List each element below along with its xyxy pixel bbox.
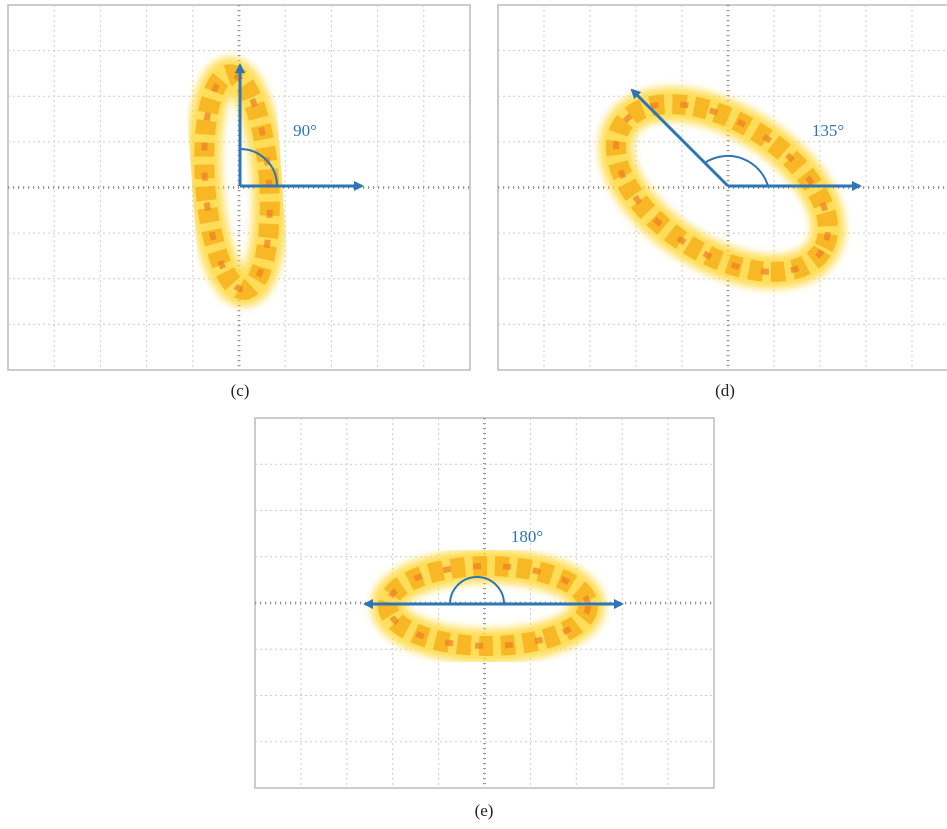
angle-arc	[705, 155, 769, 187]
panel-caption: (e)	[475, 801, 494, 820]
panels: 90° (c) 135° (d) 180° (e)	[7, 4, 947, 820]
trace-hot	[385, 563, 591, 649]
arrow	[630, 88, 730, 188]
panel: 90° (c)	[7, 4, 471, 400]
trace-hot	[201, 71, 273, 293]
angle-label: 90°	[293, 121, 317, 140]
angle-arc	[449, 576, 505, 605]
angle-label: 180°	[511, 527, 543, 546]
panel-caption: (c)	[231, 381, 250, 400]
panel: 180° (e)	[254, 417, 715, 820]
panel-caption: (d)	[715, 381, 735, 400]
angle-arc	[239, 148, 278, 187]
panel: 135° (d)	[497, 4, 947, 400]
angle-label: 135°	[812, 121, 844, 140]
